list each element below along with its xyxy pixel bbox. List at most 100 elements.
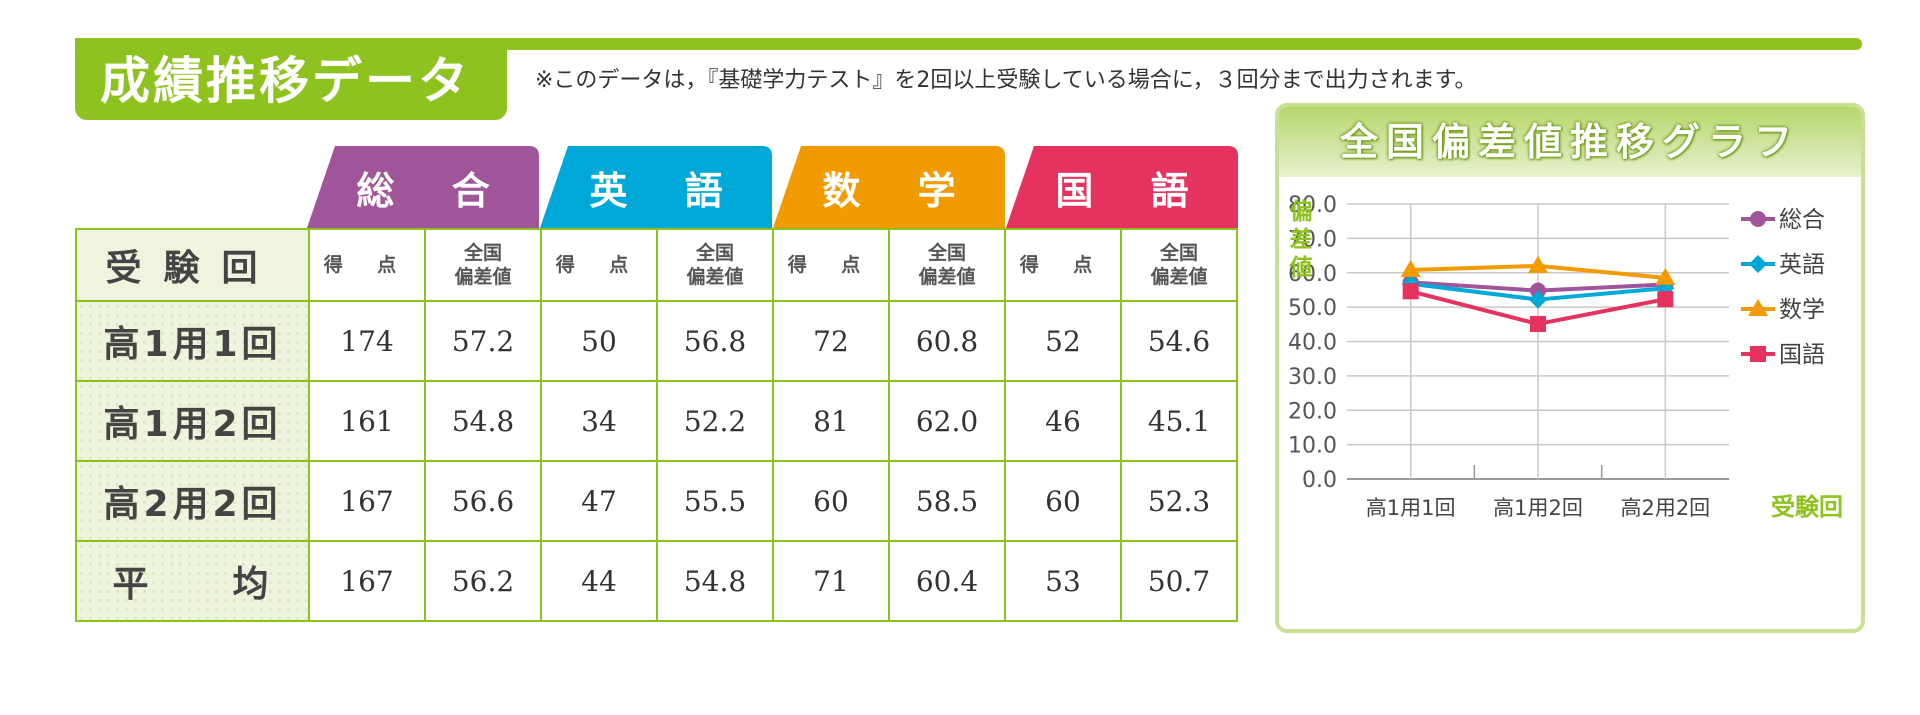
cell-value: 53 <box>1004 540 1122 622</box>
cell-value: 54.8 <box>424 380 542 462</box>
y-axis-label: 値 <box>1289 255 1313 281</box>
col-dev-line1: 全国 <box>1159 242 1198 264</box>
subject-label: 英 語 <box>589 168 745 213</box>
legend-label: 数学 <box>1779 297 1825 323</box>
cell-value: 45.1 <box>1120 380 1238 462</box>
cell-value: 34 <box>540 380 658 462</box>
legend-label: 英語 <box>1779 252 1825 278</box>
cell-value: 52 <box>1004 300 1122 382</box>
col-deviation: 全国 偏差値 <box>1120 228 1238 302</box>
y-axis-label: 偏 <box>1290 198 1313 225</box>
x-tick-label: 高1用1回 <box>1366 496 1456 520</box>
cell-value: 72 <box>772 300 890 382</box>
data-point-数学 <box>1655 267 1676 285</box>
cell-value: 55.5 <box>656 460 774 542</box>
y-tick-label: 0.0 <box>1302 468 1337 493</box>
cell-value: 50 <box>540 300 658 382</box>
y-tick-label: 40.0 <box>1288 331 1337 356</box>
col-deviation: 全国 偏差値 <box>424 228 542 302</box>
y-tick-label: 50.0 <box>1288 296 1337 321</box>
subject-label: 総 合 <box>356 168 512 213</box>
col-score: 得 点 <box>1004 228 1122 302</box>
cell-value: 52.3 <box>1120 460 1238 542</box>
col-score: 得 点 <box>308 228 426 302</box>
y-tick-label: 60.0 <box>1288 262 1337 287</box>
cell-value: 46 <box>1004 380 1122 462</box>
y-tick-label: 10.0 <box>1288 434 1337 459</box>
col-deviation: 全国 偏差値 <box>888 228 1006 302</box>
cell-value: 44 <box>540 540 658 622</box>
y-tick-label: 80.0 <box>1288 193 1337 218</box>
cell-value: 167 <box>308 540 426 622</box>
col-deviation: 全国 偏差値 <box>656 228 774 302</box>
chart-header <box>1279 107 1861 177</box>
cell-value: 71 <box>772 540 890 622</box>
cell-value: 60 <box>1004 460 1122 542</box>
cell-value: 161 <box>308 380 426 462</box>
cell-value: 50.7 <box>1120 540 1238 622</box>
page-title: 成績推移データ <box>100 52 471 110</box>
table-row: 高1用1回 174 57.2 50 56.8 72 60.8 52 54.6 <box>75 300 1238 382</box>
subject-header-sogo: 総 合 <box>307 146 539 228</box>
legend-marker <box>1749 255 1767 273</box>
data-point-国語 <box>1657 291 1674 308</box>
y-axis-label: 差 <box>1290 226 1313 253</box>
col-score: 得 点 <box>772 228 890 302</box>
legend-marker <box>1750 346 1766 362</box>
col-dev-line2: 偏差値 <box>454 266 512 288</box>
cell-value: 54.6 <box>1120 300 1238 382</box>
subject-header-kokugo: 国 語 <box>1006 146 1238 228</box>
y-tick-label: 20.0 <box>1288 399 1337 424</box>
cell-value: 62.0 <box>888 380 1006 462</box>
table-row: 高1用2回 161 54.8 34 52.2 81 62.0 46 45.1 <box>75 380 1238 462</box>
cell-value: 81 <box>772 380 890 462</box>
legend-marker <box>1750 211 1766 227</box>
y-tick-label: 70.0 <box>1288 227 1337 252</box>
data-point-英語 <box>1529 290 1547 309</box>
legend-label: 総合 <box>1779 207 1825 233</box>
cell-value: 57.2 <box>424 300 542 382</box>
x-axis-label: 受験回 <box>1771 493 1843 521</box>
legend-label: 国語 <box>1779 342 1825 368</box>
cell-value: 47 <box>540 460 658 542</box>
col-dev-line2: 偏差値 <box>686 266 744 288</box>
col-dev-line2: 偏差値 <box>918 266 976 288</box>
chart-panel: 全国偏差値推移グラフ 0.0 10.0 20.0 30.0 40.0 50.0 60.0 70… <box>1275 103 1865 633</box>
x-tick-label: 高1用2回 <box>1493 496 1583 520</box>
col-dev-line1: 全国 <box>695 242 734 264</box>
chart-title: 全国偏差値推移グラフ <box>1339 120 1800 164</box>
cell-value: 58.5 <box>888 460 1006 542</box>
cell-value: 167 <box>308 460 426 542</box>
cell-value: 60.4 <box>888 540 1006 622</box>
table-row: 高2用2回 167 56.6 47 55.5 60 58.5 60 52.3 <box>75 460 1238 542</box>
col-dev-line1: 全国 <box>927 242 966 264</box>
row-label: 高1用1回 <box>75 300 310 382</box>
row-label: 高1用2回 <box>75 380 310 462</box>
row-header-label: 受験回 <box>75 228 310 302</box>
data-point-数学 <box>1528 255 1548 273</box>
subject-header-sugaku: 数 学 <box>773 146 1005 228</box>
cell-value: 52.2 <box>656 380 774 462</box>
cell-value: 56.6 <box>424 460 542 542</box>
table-header-row: 受験回 得 点 全国 偏差値 得 点 全国 偏差値 得 点 全国 偏差値 得 点 全国… <box>75 228 1238 302</box>
row-label: 平 均 <box>75 540 310 622</box>
legend-marker <box>1748 299 1768 316</box>
cell-value: 56.8 <box>656 300 774 382</box>
subject-header-eigo: 英 語 <box>540 146 772 228</box>
table-row: 平 均 167 56.2 44 54.8 71 60.4 53 50.7 <box>75 540 1238 622</box>
note-text: ※このデータは，『基礎学力テスト』を2回以上受験している場合に，３回分まで出力さ… <box>535 68 1477 93</box>
data-point-国語 <box>1530 315 1546 332</box>
col-dev-line2: 偏差値 <box>1150 266 1208 288</box>
cell-value: 54.8 <box>656 540 774 622</box>
data-point-国語 <box>1402 283 1419 300</box>
x-tick-label: 高2用2回 <box>1620 496 1710 520</box>
chart-svg: 0.0 10.0 20.0 30.0 40.0 50.0 60.0 70.0 80.0 高1用1回… <box>1288 193 1843 521</box>
cell-value: 60.8 <box>888 300 1006 382</box>
subject-label: 国 語 <box>1055 168 1211 213</box>
title-tab <box>75 38 507 120</box>
score-table: 受験回 得 点 全国 偏差値 得 点 全国 偏差値 得 点 全国 偏差値 得 点 全国… <box>75 228 1238 622</box>
subject-label: 数 学 <box>822 168 978 213</box>
y-tick-label: 30.0 <box>1288 365 1337 390</box>
row-label: 高2用2回 <box>75 460 310 542</box>
cell-value: 174 <box>308 300 426 382</box>
